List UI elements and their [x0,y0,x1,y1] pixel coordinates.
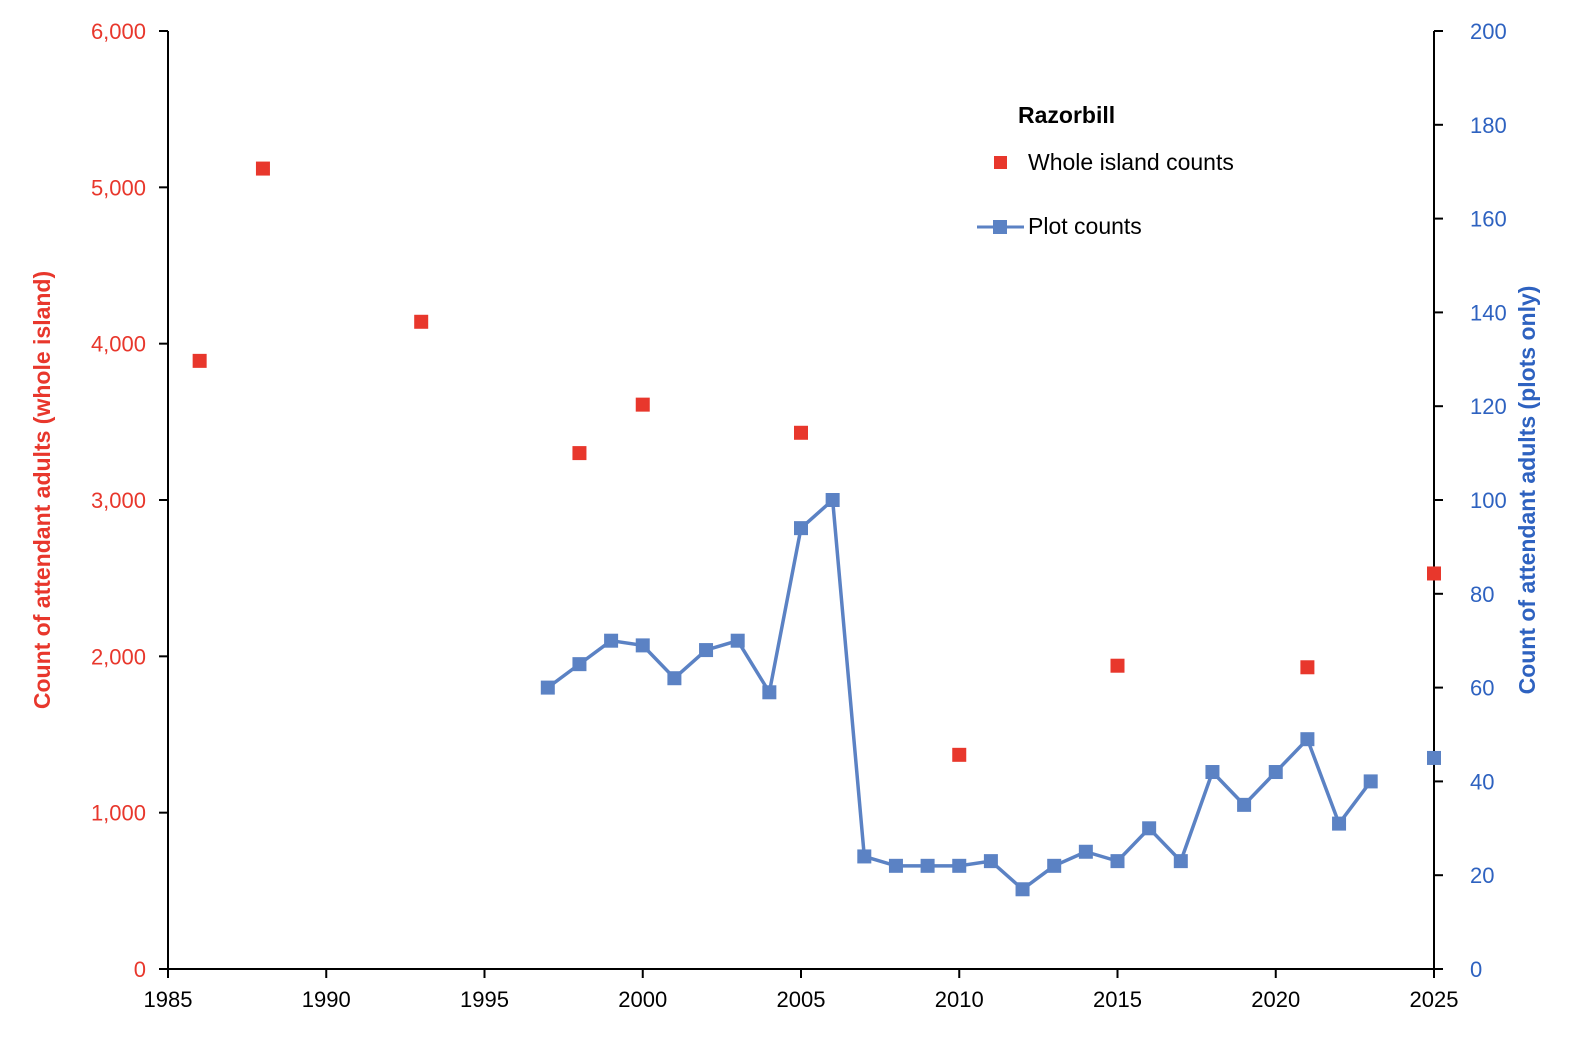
y-axis-right-label: Count of attendant adults (plots only) [1514,286,1540,695]
plot-counts-point [1363,774,1378,789]
plot-counts-point [635,638,650,653]
x-tick-label: 2020 [1251,987,1300,1012]
plot-counts-point [762,685,777,700]
x-tick-label: 1985 [144,987,193,1012]
whole-island-point [635,397,650,412]
plot-counts-point [920,858,935,873]
legend: Razorbill Whole island counts Plot count… [977,102,1234,239]
plot-counts-point [1332,816,1347,831]
y-axis-left-label: Count of attendant adults (whole island) [29,271,55,709]
plot-counts-point [857,849,872,864]
y-tick-left-label: 0 [134,957,146,982]
plot-counts-point [1078,844,1093,859]
plot-counts-point [1110,854,1125,869]
x-tick-label: 2000 [618,987,667,1012]
series-plot-counts [540,493,1441,897]
whole-island-point [1110,658,1125,673]
legend-marker-whole-island [994,156,1007,169]
y-tick-left-label: 2,000 [91,644,146,669]
whole-island-point [1427,566,1441,581]
plot-counts-point [1300,732,1315,747]
plot-counts-point [1205,765,1220,780]
plot-counts-point [983,854,998,869]
x-tick-label: 1990 [302,987,351,1012]
y-tick-right-label: 180 [1470,113,1507,138]
plot-counts-point [952,858,967,873]
plot-counts-point [1015,882,1030,897]
whole-island-point [192,353,207,368]
y-tick-right-label: 140 [1470,300,1507,325]
x-tick-label: 1995 [460,987,509,1012]
series-whole-island-counts [192,161,1441,762]
y-tick-left-label: 3,000 [91,488,146,513]
plot-counts-point [1047,858,1062,873]
y-tick-left-label: 5,000 [91,175,146,200]
plot-counts-point [888,858,903,873]
whole-island-point [255,161,270,176]
plot-counts-point [540,680,555,695]
y-tick-left-label: 6,000 [91,19,146,44]
legend-marker-plot-counts [993,220,1007,234]
y-tick-right-label: 80 [1470,582,1494,607]
y-tick-right-label: 60 [1470,676,1494,701]
plot-counts-point [667,671,682,686]
legend-label-plot-counts: Plot counts [1028,213,1142,239]
y-tick-right-label: 20 [1470,863,1494,888]
legend-title: Razorbill [1018,102,1115,128]
plot-counts-point [1237,797,1252,812]
y-tick-right-label: 120 [1470,394,1507,419]
y-tick-right-label: 40 [1470,769,1494,794]
plot-counts-point [572,657,587,672]
legend-label-whole-island: Whole island counts [1028,149,1234,175]
plot-counts-line [546,498,1373,892]
plot-counts-point [1173,854,1188,869]
whole-island-point [572,446,587,461]
y-tick-left-label: 1,000 [91,801,146,826]
plot-area [192,161,1441,897]
x-tick-label: 2015 [1093,987,1142,1012]
y-tick-right-label: 200 [1470,19,1507,44]
axes [159,30,1443,978]
plot-counts-point [794,521,808,536]
whole-island-point [1300,660,1315,675]
whole-island-point [414,314,429,329]
plot-counts-point [604,633,619,648]
plot-counts-point [730,633,745,648]
plot-counts-point [699,643,714,658]
x-tick-label: 2005 [777,987,826,1012]
plot-counts-point [1142,821,1157,836]
y-tick-left-label: 4,000 [91,332,146,357]
x-tick-label: 2010 [935,987,984,1012]
tick-labels: 0 1,000 2,000 3,000 4,000 5,000 6,000 0 20 40 60 80… [91,19,1507,1012]
whole-island-point [794,425,808,440]
plot-counts-point [1268,765,1283,780]
x-tick-label: 2025 [1410,987,1459,1012]
plot-counts-point [825,493,840,507]
y-tick-right-label: 160 [1470,207,1507,232]
plot-counts-point [1427,750,1441,765]
whole-island-point [952,747,967,762]
y-tick-right-label: 100 [1470,488,1507,513]
y-tick-right-label: 0 [1470,957,1482,982]
